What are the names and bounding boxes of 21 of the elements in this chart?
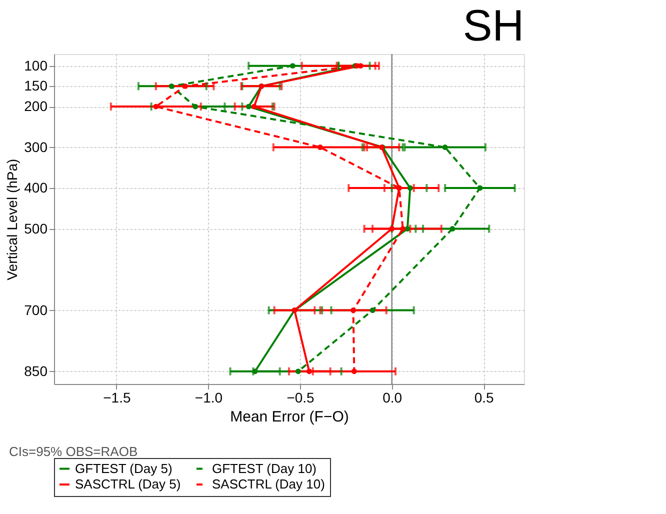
y-tick-label: 850: [24, 362, 48, 379]
legend-label: SASCTRL (Day 5): [75, 476, 181, 492]
x-tick-label: 0.0: [382, 390, 402, 406]
legend-label: GFTEST (Day 5): [75, 460, 172, 476]
y-tick-label: 300: [24, 138, 48, 155]
y-tick-label: 150: [24, 78, 48, 94]
x-axis-title: Mean Error (F−O): [230, 408, 349, 426]
chart-title: SH: [462, 1, 524, 50]
y-tick-label: 700: [24, 302, 48, 318]
x-tick-label: 0.5: [474, 390, 494, 406]
x-tick-label: −1.0: [194, 390, 223, 406]
legend-label: SASCTRL (Day 10): [212, 476, 325, 492]
legend-label: GFTEST (Day 10): [212, 460, 317, 476]
y-tick-label: 400: [24, 180, 48, 196]
y-tick-label: 200: [24, 98, 48, 114]
y-axis-title: Vertical Level (hPa): [4, 158, 20, 280]
y-tick-label: 100: [24, 57, 48, 74]
x-tick-label: −1.5: [103, 390, 131, 406]
y-tick-label: 500: [24, 220, 48, 236]
x-tick-label: −0.5: [286, 390, 315, 406]
text: CIs=95% OBS=RAOB: [9, 444, 138, 459]
